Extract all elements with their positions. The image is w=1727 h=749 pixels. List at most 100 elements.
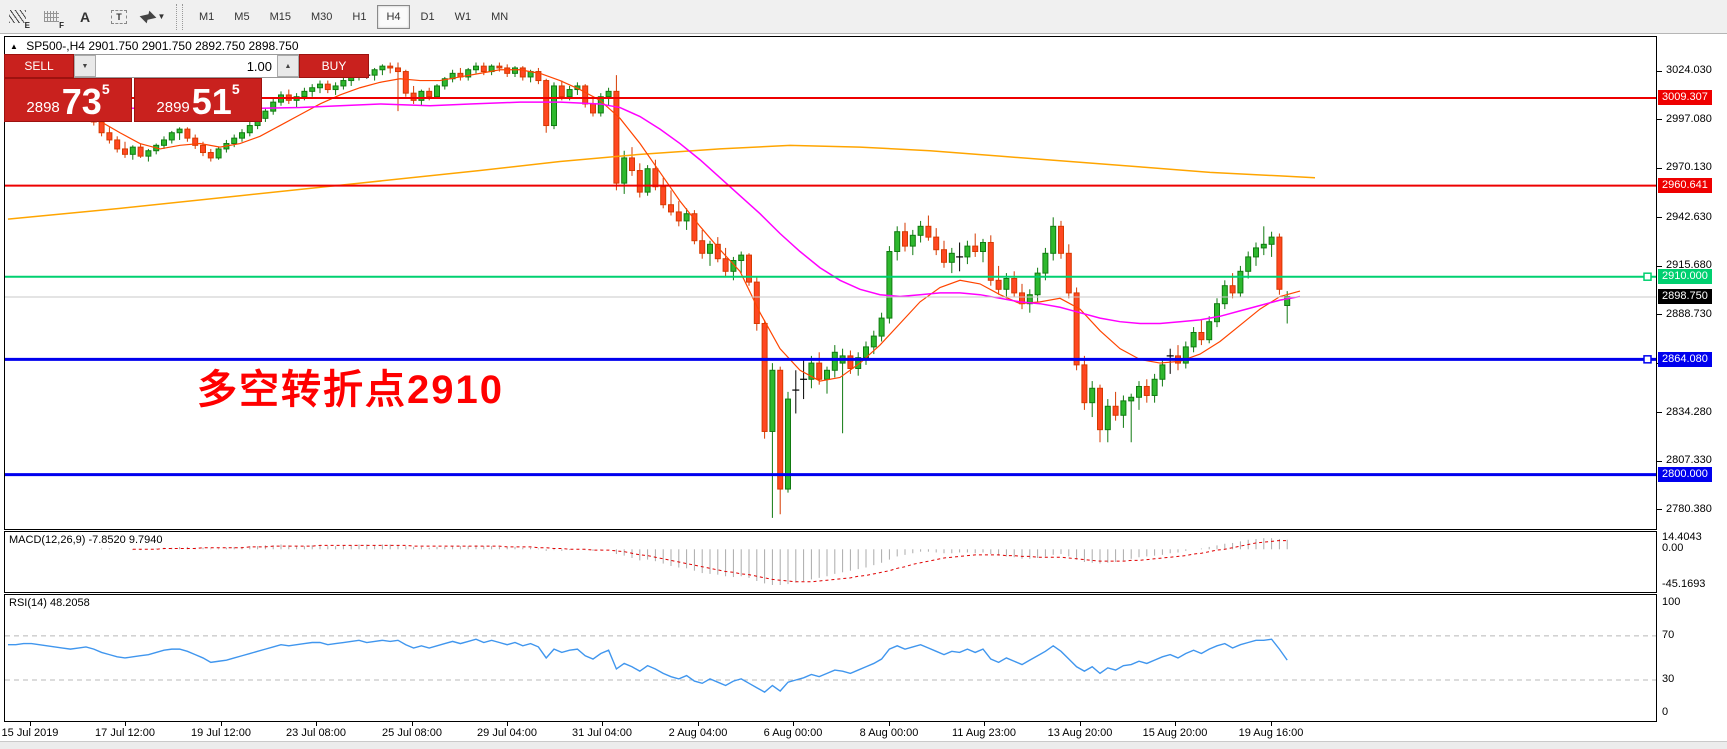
timeframe-m5-button[interactable]: M5 [225,5,258,29]
snap-tool-icon[interactable]: ▼ [138,3,168,31]
timeframe-w1-button[interactable]: W1 [446,5,481,29]
boxed-t-icon: T [111,9,127,24]
chart-toolbar: E F A T ▼ M1 M5 M15 M30 H1 H4 D1 W1 MN [0,0,1727,34]
time-tick-mark [412,722,413,726]
price-level-badge: 2898.750 [1658,289,1712,305]
time-tick-mark [793,722,794,726]
price-tick-label: 2807.330 [1666,454,1712,467]
letter-a-icon: A [79,8,91,25]
time-axis-label: 23 Jul 08:00 [286,727,346,739]
price-level-badge: 2864.080 [1658,351,1712,367]
price-tick-mark [1657,217,1662,219]
price-level-badge: 2960.641 [1658,178,1712,194]
price-tick-label: 2942.630 [1666,210,1712,223]
price-tick-label: 2780.380 [1666,502,1712,515]
timeframe-m15-button[interactable]: M15 [261,5,300,29]
macd-scale-label: 14.4043 [1662,530,1702,543]
volume-decrease-button[interactable]: ▼ [74,55,96,77]
rsi-scale-label: 100 [1662,595,1681,608]
buy-price-button[interactable]: 2899 51 5 [134,78,262,122]
caret-down-icon: ▼ [81,62,89,70]
volume-stepper: ▼ ▲ [74,54,299,78]
volume-increase-button[interactable]: ▲ [277,55,299,77]
macd-scale-label: -45.1693 [1662,578,1706,591]
timeframe-h4-button[interactable]: H4 [377,4,410,29]
price-tick-mark [1657,70,1662,72]
timeframe-m30-button[interactable]: M30 [302,5,341,29]
objects-list-icon[interactable]: F [36,3,66,31]
time-tick-mark [1175,722,1176,726]
timeframe-mn-button[interactable]: MN [482,5,517,29]
time-tick-mark [698,722,699,726]
price-tick-mark [1657,167,1662,169]
price-level-badge: 3009.307 [1658,90,1712,106]
time-axis-label: 2 Aug 04:00 [668,727,728,739]
timeframe-d1-button[interactable]: D1 [412,5,444,29]
macd-indicator-label: MACD(12,26,9) -7.8520 9.7940 [9,534,163,546]
buy-button[interactable]: BUY [299,54,369,78]
rsi-scale-label: 0 [1662,706,1669,719]
chart-title: ▲ SP500-,H4 2901.750 2901.750 2892.750 2… [10,39,299,53]
buy-price-main: 51 [191,81,232,123]
price-tick-label: 2997.080 [1666,112,1712,125]
price-level-badge: 2910.000 [1658,269,1712,285]
time-axis-label: 15 Aug 20:00 [1142,727,1208,739]
chevron-down-icon: ▼ [157,12,166,21]
price-tick-mark [1657,412,1662,414]
rsi-scale-label: 30 [1662,672,1675,685]
chart-text-annotation[interactable]: 多空转折点2910 [197,368,504,412]
timeframe-h1-button[interactable]: H1 [343,5,375,29]
rsi-indicator-label: RSI(14) 48.2058 [9,597,90,609]
time-tick-mark [221,722,222,726]
indicators-icon[interactable]: E [2,3,32,31]
text-label-icon[interactable]: A [70,3,100,31]
time-tick-mark [602,722,603,726]
price-tick-mark [1657,509,1662,511]
price-tick-mark [1657,119,1662,121]
time-tick-mark [125,722,126,726]
icon-subscript: F [59,20,64,30]
sell-price-sup: 5 [101,81,110,97]
collapse-arrow-icon[interactable]: ▲ [10,42,18,51]
price-tick-label: 2834.280 [1666,405,1712,418]
price-tick-mark [1657,265,1662,267]
volume-input[interactable] [96,55,277,77]
time-axis-label: 11 Aug 23:00 [951,727,1017,739]
price-tick-label: 2970.130 [1666,161,1712,174]
macd-scale-label: 0.00 [1662,542,1684,555]
rsi-scale-label: 70 [1662,628,1675,641]
text-box-icon[interactable]: T [104,3,134,31]
dotted-grid-icon [43,11,59,22]
buy-price-prefix: 2899 [156,99,190,116]
time-tick-mark [1080,722,1081,726]
buy-price-sup: 5 [231,81,240,97]
price-tick-label: 2888.730 [1666,307,1712,320]
toolbar-separator [176,3,183,30]
price-tick-label: 2915.680 [1666,259,1712,272]
time-axis-label: 6 Aug 00:00 [763,727,823,739]
time-tick-mark [984,722,985,726]
price-tick-mark [1657,314,1662,316]
symbol-period-label: SP500-,H4 [26,39,85,53]
time-tick-mark [30,722,31,726]
sell-price-button[interactable]: 2898 73 5 [4,78,132,122]
sell-button[interactable]: SELL [4,54,74,78]
time-axis-label: 15 Jul 2019 [1,727,59,739]
time-axis-label: 31 Jul 04:00 [572,727,632,739]
time-tick-mark [316,722,317,726]
price-level-badge: 2800.000 [1658,467,1712,483]
time-axis-label: 8 Aug 00:00 [859,727,919,739]
time-tick-mark [507,722,508,726]
time-tick-mark [889,722,890,726]
sell-price-main: 73 [61,81,102,123]
time-axis-label: 29 Jul 04:00 [477,727,537,739]
caret-up-icon: ▲ [284,62,292,70]
icon-subscript: E [24,20,30,30]
time-axis-label: 13 Aug 20:00 [1047,727,1113,739]
time-axis-label: 19 Jul 12:00 [191,727,251,739]
timeframe-m1-button[interactable]: M1 [190,5,223,29]
price-tick-label: 3024.030 [1666,64,1712,77]
time-axis-label: 17 Jul 12:00 [95,727,155,739]
